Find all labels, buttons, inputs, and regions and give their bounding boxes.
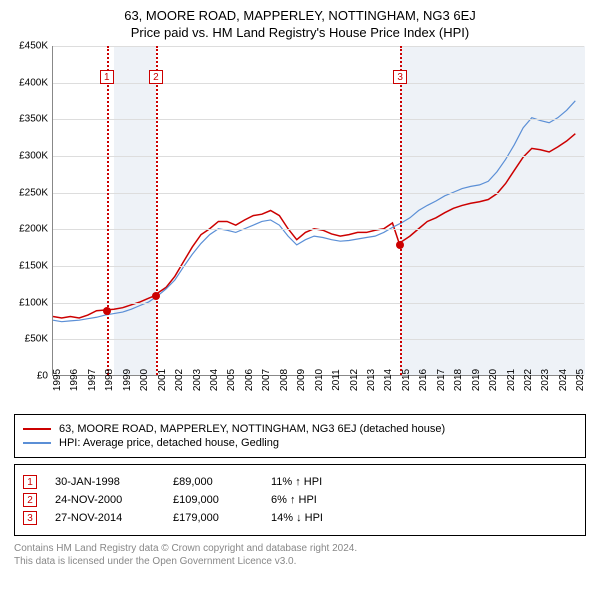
x-tick-label: 2005 bbox=[226, 369, 237, 391]
event-price: £89,000 bbox=[173, 476, 253, 488]
plot-area: £0 £50K £100K £150K £200K £250K £300K £350K £400… bbox=[8, 46, 592, 406]
event-number: 3 bbox=[23, 511, 37, 525]
y-tick-label: £300K bbox=[19, 151, 48, 162]
event-row: 2 24-NOV-2000 £109,000 6% ↑ HPI bbox=[23, 493, 577, 507]
gridline bbox=[53, 193, 584, 194]
y-tick-label: £200K bbox=[19, 224, 48, 235]
event-marker-dot bbox=[103, 307, 111, 315]
event-number: 1 bbox=[23, 475, 37, 489]
x-tick-label: 2016 bbox=[418, 369, 429, 391]
event-marker-box: 2 bbox=[149, 70, 163, 84]
footer-attribution: Contains HM Land Registry data © Crown c… bbox=[14, 542, 586, 568]
x-tick-label: 2018 bbox=[453, 369, 464, 391]
event-vline bbox=[156, 46, 158, 375]
gridline bbox=[53, 46, 584, 47]
gridline bbox=[53, 83, 584, 84]
line-chart-svg bbox=[53, 46, 584, 375]
x-tick-label: 1998 bbox=[104, 369, 115, 391]
x-tick-label: 2014 bbox=[383, 369, 394, 391]
x-tick-label: 2000 bbox=[139, 369, 150, 391]
x-tick-label: 2009 bbox=[296, 369, 307, 391]
event-date: 24-NOV-2000 bbox=[55, 494, 155, 506]
x-tick-label: 2025 bbox=[575, 369, 586, 391]
footer-line1: Contains HM Land Registry data © Crown c… bbox=[14, 542, 586, 555]
x-tick-label: 2002 bbox=[174, 369, 185, 391]
x-tick-label: 2004 bbox=[209, 369, 220, 391]
event-vline bbox=[400, 46, 402, 375]
x-tick-label: 2001 bbox=[157, 369, 168, 391]
x-tick-label: 2021 bbox=[506, 369, 517, 391]
chart-container: 63, MOORE ROAD, MAPPERLEY, NOTTINGHAM, N… bbox=[8, 8, 592, 568]
event-pct: 6% ↑ HPI bbox=[271, 494, 361, 506]
event-marker-dot bbox=[152, 292, 160, 300]
y-tick-label: £50K bbox=[25, 334, 48, 345]
y-tick-label: £400K bbox=[19, 77, 48, 88]
event-number: 2 bbox=[23, 493, 37, 507]
y-tick-label: £250K bbox=[19, 187, 48, 198]
x-tick-label: 2022 bbox=[523, 369, 534, 391]
gridline bbox=[53, 339, 584, 340]
event-date: 27-NOV-2014 bbox=[55, 512, 155, 524]
gridline bbox=[53, 119, 584, 120]
event-row: 1 30-JAN-1998 £89,000 11% ↑ HPI bbox=[23, 475, 577, 489]
x-tick-label: 2003 bbox=[192, 369, 203, 391]
event-price: £109,000 bbox=[173, 494, 253, 506]
title-address: 63, MOORE ROAD, MAPPERLEY, NOTTINGHAM, N… bbox=[8, 8, 592, 23]
x-tick-label: 1997 bbox=[87, 369, 98, 391]
gridline bbox=[53, 303, 584, 304]
x-tick-label: 2006 bbox=[244, 369, 255, 391]
legend-swatch-hpi bbox=[23, 442, 51, 444]
x-tick-label: 1995 bbox=[52, 369, 63, 391]
y-tick-label: £0 bbox=[37, 371, 48, 382]
legend-item-property: 63, MOORE ROAD, MAPPERLEY, NOTTINGHAM, N… bbox=[23, 423, 577, 435]
legend: 63, MOORE ROAD, MAPPERLEY, NOTTINGHAM, N… bbox=[14, 414, 586, 458]
event-pct: 11% ↑ HPI bbox=[271, 476, 361, 488]
x-tick-label: 2017 bbox=[436, 369, 447, 391]
chart-title: 63, MOORE ROAD, MAPPERLEY, NOTTINGHAM, N… bbox=[8, 8, 592, 40]
y-tick-label: £350K bbox=[19, 114, 48, 125]
legend-label-property: 63, MOORE ROAD, MAPPERLEY, NOTTINGHAM, N… bbox=[59, 423, 445, 435]
gridline bbox=[53, 156, 584, 157]
x-tick-label: 2023 bbox=[540, 369, 551, 391]
event-date: 30-JAN-1998 bbox=[55, 476, 155, 488]
event-row: 3 27-NOV-2014 £179,000 14% ↓ HPI bbox=[23, 511, 577, 525]
x-axis: 1995199619971998199920002001200220032004… bbox=[52, 376, 584, 406]
gridline bbox=[53, 229, 584, 230]
x-tick-label: 2013 bbox=[366, 369, 377, 391]
title-subtitle: Price paid vs. HM Land Registry's House … bbox=[8, 25, 592, 40]
x-tick-label: 2024 bbox=[558, 369, 569, 391]
footer-line2: This data is licensed under the Open Gov… bbox=[14, 555, 586, 568]
event-marker-box: 3 bbox=[393, 70, 407, 84]
y-tick-label: £450K bbox=[19, 41, 48, 52]
x-tick-label: 2010 bbox=[314, 369, 325, 391]
y-tick-label: £100K bbox=[19, 297, 48, 308]
event-price: £179,000 bbox=[173, 512, 253, 524]
events-table: 1 30-JAN-1998 £89,000 11% ↑ HPI 2 24-NOV-2000… bbox=[14, 464, 586, 536]
x-tick-label: 2015 bbox=[401, 369, 412, 391]
x-tick-label: 2008 bbox=[279, 369, 290, 391]
event-marker-dot bbox=[396, 241, 404, 249]
y-tick-label: £150K bbox=[19, 261, 48, 272]
x-tick-label: 2011 bbox=[331, 369, 342, 391]
y-axis: £0£50K£100K£150K£200K£250K£300K£350K£400… bbox=[8, 46, 52, 376]
legend-item-hpi: HPI: Average price, detached house, Gedl… bbox=[23, 437, 577, 449]
x-tick-label: 2007 bbox=[261, 369, 272, 391]
event-marker-box: 1 bbox=[100, 70, 114, 84]
event-pct: 14% ↓ HPI bbox=[271, 512, 361, 524]
event-vline bbox=[107, 46, 109, 375]
series-line-hpi bbox=[53, 101, 575, 322]
series-line-property bbox=[53, 134, 575, 318]
x-tick-label: 2020 bbox=[488, 369, 499, 391]
x-tick-label: 1996 bbox=[69, 369, 80, 391]
x-tick-label: 2019 bbox=[471, 369, 482, 391]
legend-label-hpi: HPI: Average price, detached house, Gedl… bbox=[59, 437, 279, 449]
plot-region: 1 2 3 bbox=[52, 46, 584, 376]
gridline bbox=[53, 266, 584, 267]
legend-swatch-property bbox=[23, 428, 51, 430]
x-tick-label: 1999 bbox=[122, 369, 133, 391]
x-tick-label: 2012 bbox=[349, 369, 360, 391]
